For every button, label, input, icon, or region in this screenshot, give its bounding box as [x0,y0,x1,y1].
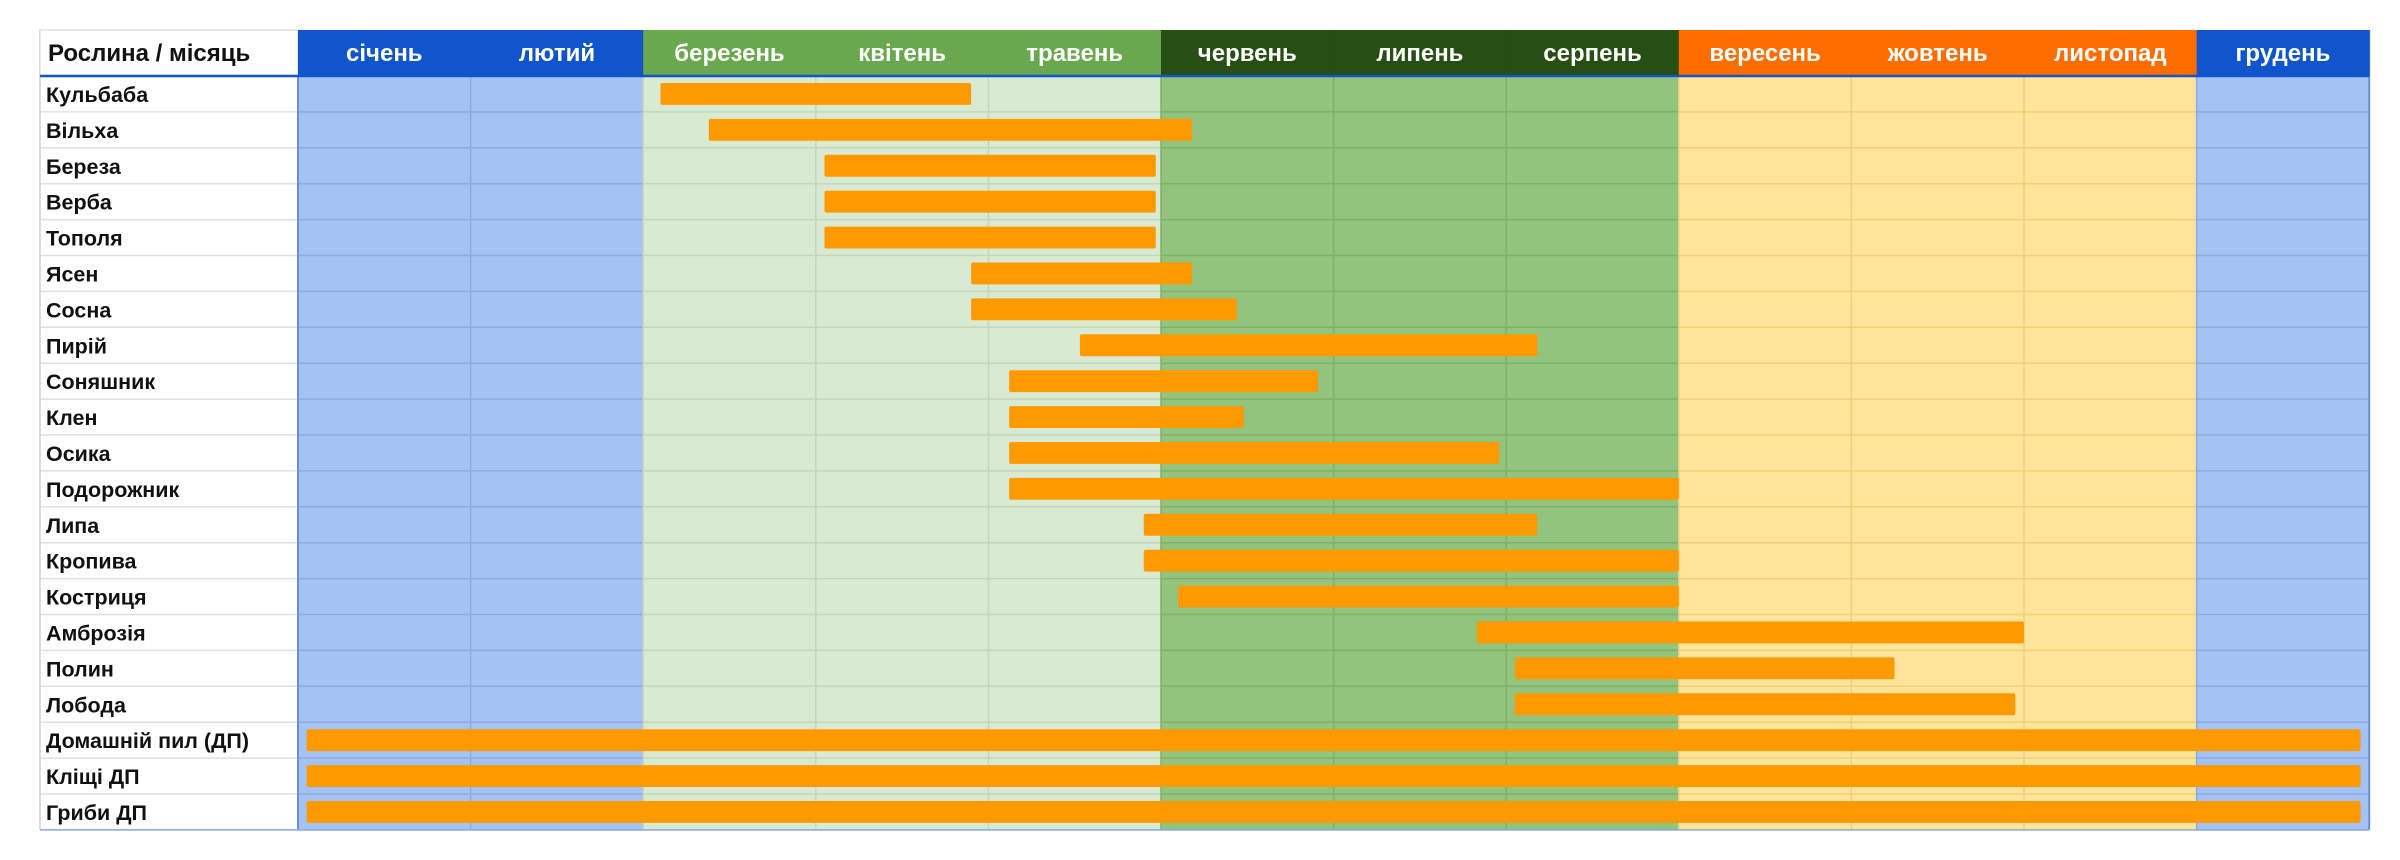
month-header-cell [298,30,472,76]
header-label: Рослина / місяць [48,40,250,67]
plant-label: Лобода [46,693,127,717]
month-header-label: серпень [1543,40,1641,67]
plant-label: Гриби ДП [46,801,147,825]
pollen-period-bar [1009,370,1319,393]
pollen-period-bar [1476,621,2024,644]
plant-label: Домашній пил (ДП) [46,729,249,753]
pollen-period-bar [971,262,1193,285]
month-column-fill [2196,76,2370,830]
plant-label: Липа [46,514,100,538]
month-header-label: липень [1376,40,1463,67]
month-header-label: квітень [858,40,946,67]
month-column-fill [1678,76,1852,830]
month-header-label: січень [346,40,423,67]
plant-label: Кліщі ДП [46,765,140,789]
month-header-label: грудень [2235,40,2330,67]
plant-label: Костриця [46,586,147,610]
month-header-cell [815,30,989,76]
month-header-cell [643,30,817,76]
plant-label: Сосна [46,298,112,322]
month-column-fill [1506,76,1679,830]
month-header-label: жовтень [1887,40,1988,67]
plant-label: Соняшник [46,370,155,394]
month-header-cell [470,30,644,76]
label-column-bg [40,30,298,830]
pollen-period-bar [708,118,1193,141]
month-header-label: вересень [1709,40,1820,67]
month-header-cell [2196,30,2370,76]
month-header-label: листопад [2054,40,2167,67]
pollen-period-bar [824,154,1156,177]
plant-label: Береза [46,155,122,179]
plant-label: Осика [46,442,112,466]
plant-label: Верба [46,191,113,215]
month-column-fill [1851,76,2024,830]
pollen-period-bar [306,729,2361,752]
month-column-fill [298,76,471,830]
month-column-fill [815,76,989,830]
month-header-cell [1506,30,1680,76]
header-label-cell [39,29,299,77]
month-column-fill [643,76,816,830]
plant-label: Пирій [46,334,107,358]
month-header-cell [1161,30,1335,76]
month-header-label: травень [1026,40,1123,67]
plant-label: Клен [46,406,97,430]
pollen-period-bar [1514,693,2016,716]
plant-label: Подорожник [46,478,180,502]
month-header-cell [2024,30,2198,76]
month-column-fill [2024,76,2197,830]
plant-label: Кульбаба [46,83,149,107]
pollen-period-bar [824,226,1156,249]
pollen-period-bar [1143,513,1538,536]
month-header-cell [988,30,1162,76]
pollen-period-bar [1079,334,1538,357]
plant-label: Ясен [46,262,98,286]
pollen-period-bar [1178,585,1679,608]
pollen-period-bar [306,765,2361,787]
pollen-period-bar [306,801,2361,823]
plant-label: Полин [46,657,114,681]
plant-label: Вільха [46,119,119,143]
pollen-period-bar [660,83,972,105]
pollen-period-bar [1009,442,1500,464]
pollen-period-bar [1514,657,1895,680]
month-header-cell [1678,30,1852,76]
month-column-fill [470,76,644,830]
pollen-period-bar [824,190,1156,213]
month-header-label: березень [674,40,784,67]
month-header-cell [1333,30,1507,76]
pollen-period-bar [1009,477,1679,500]
pollen-period-bar [1143,549,1679,572]
month-header-label: лютий [519,40,595,67]
plant-label: Тополя [46,227,123,251]
month-header-cell [1851,30,2025,76]
month-header-label: червень [1198,40,1297,67]
pollen-period-bar [971,298,1237,321]
plant-label: Амброзія [46,621,146,645]
plant-label: Кропива [46,550,138,574]
pollen-period-bar [1009,406,1244,428]
